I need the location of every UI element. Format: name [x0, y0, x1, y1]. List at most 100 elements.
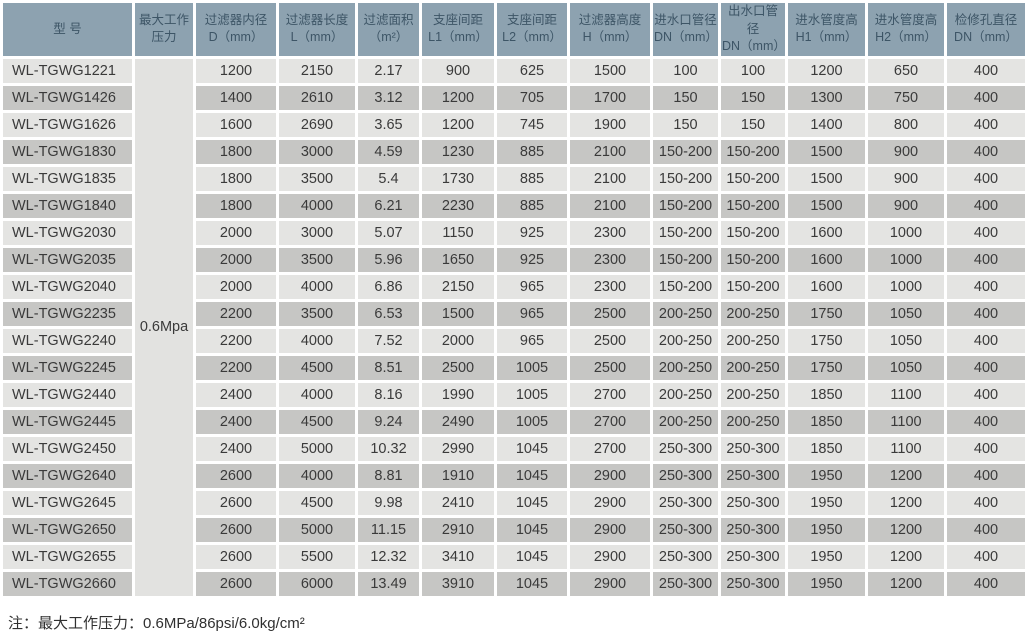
- value-cell: 650: [868, 58, 944, 83]
- table-body: WL-TGWG1221 0.6Mpa 1200 2150 2.17 900 625 1500 1…: [3, 58, 1025, 596]
- value-cell: 9.98: [358, 490, 419, 515]
- value-cell: 900: [868, 166, 944, 191]
- value-cell: 3500: [279, 301, 355, 326]
- value-cell: 150-200: [653, 139, 718, 164]
- header-label: 过滤器长度: [285, 12, 349, 27]
- value-cell: 1200: [868, 463, 944, 488]
- value-cell: 4500: [279, 490, 355, 515]
- header-label: 过滤面积: [363, 12, 414, 27]
- value-cell: 150: [653, 85, 718, 110]
- table-header-row: 型 号 最大工作 压力 过滤器内径 D（mm） 过滤器长度 L（mm） 过滤面积: [3, 3, 1025, 56]
- value-cell: 400: [947, 382, 1025, 407]
- header-label: 过滤器内径: [204, 12, 268, 27]
- value-cell: 4000: [279, 193, 355, 218]
- value-cell: 1100: [868, 436, 944, 461]
- model-cell: WL-TGWG1835: [3, 166, 132, 191]
- value-cell: 2410: [422, 490, 494, 515]
- value-cell: 250-300: [653, 436, 718, 461]
- column-header-manhole-diameter: 检修孔直径 DN（mm）: [947, 3, 1025, 56]
- value-cell: 1045: [497, 490, 567, 515]
- value-cell: 900: [868, 139, 944, 164]
- value-cell: 2600: [196, 571, 276, 596]
- model-cell: WL-TGWG1221: [3, 58, 132, 83]
- value-cell: 1990: [422, 382, 494, 407]
- value-cell: 4000: [279, 328, 355, 353]
- value-cell: 1950: [788, 517, 865, 542]
- value-cell: 885: [497, 139, 567, 164]
- value-cell: 9.24: [358, 409, 419, 434]
- table-row: WL-TGWG2445 2400 4500 9.24 2490 1005 2700 200-2…: [3, 409, 1025, 434]
- table-row: WL-TGWG2030 2000 3000 5.07 1150 925 2300 150-20…: [3, 220, 1025, 245]
- value-cell: 200-250: [721, 355, 785, 380]
- value-cell: 1050: [868, 301, 944, 326]
- value-cell: 2500: [570, 328, 650, 353]
- value-cell: 1910: [422, 463, 494, 488]
- value-cell: 2200: [196, 355, 276, 380]
- value-cell: 1600: [788, 247, 865, 272]
- value-cell: 1300: [788, 85, 865, 110]
- header-label: 出水口管径: [727, 4, 778, 36]
- value-cell: 1000: [868, 220, 944, 245]
- value-cell: 4500: [279, 409, 355, 434]
- model-cell: WL-TGWG1830: [3, 139, 132, 164]
- value-cell: 1750: [788, 301, 865, 326]
- table-row: WL-TGWG2660 2600 6000 13.49 3910 1045 2900 250-…: [3, 571, 1025, 596]
- value-cell: 400: [947, 274, 1025, 299]
- value-cell: 5000: [279, 517, 355, 542]
- value-cell: 1650: [422, 247, 494, 272]
- value-cell: 2230: [422, 193, 494, 218]
- value-cell: 1045: [497, 517, 567, 542]
- header-unit: DN（mm）: [954, 30, 1018, 45]
- value-cell: 1050: [868, 328, 944, 353]
- value-cell: 200-250: [721, 409, 785, 434]
- value-cell: 5.4: [358, 166, 419, 191]
- value-cell: 150-200: [721, 139, 785, 164]
- value-cell: 2700: [570, 409, 650, 434]
- value-cell: 1500: [788, 166, 865, 191]
- model-cell: WL-TGWG2660: [3, 571, 132, 596]
- value-cell: 8.51: [358, 355, 419, 380]
- value-cell: 400: [947, 490, 1025, 515]
- header-unit: H1（mm）: [795, 30, 858, 45]
- value-cell: 2400: [196, 436, 276, 461]
- value-cell: 2600: [196, 490, 276, 515]
- value-cell: 800: [868, 112, 944, 137]
- value-cell: 200-250: [721, 328, 785, 353]
- value-cell: 250-300: [653, 490, 718, 515]
- value-cell: 3500: [279, 247, 355, 272]
- value-cell: 150: [653, 112, 718, 137]
- value-cell: 1600: [788, 274, 865, 299]
- value-cell: 150-200: [721, 247, 785, 272]
- value-cell: 250-300: [721, 517, 785, 542]
- value-cell: 1200: [788, 58, 865, 83]
- value-cell: 1200: [422, 112, 494, 137]
- value-cell: 2600: [196, 544, 276, 569]
- value-cell: 1200: [422, 85, 494, 110]
- value-cell: 150-200: [653, 193, 718, 218]
- model-cell: WL-TGWG2030: [3, 220, 132, 245]
- value-cell: 400: [947, 463, 1025, 488]
- value-cell: 2990: [422, 436, 494, 461]
- value-cell: 150-200: [721, 166, 785, 191]
- value-cell: 925: [497, 220, 567, 245]
- value-cell: 400: [947, 517, 1025, 542]
- column-header-height: 过滤器高度 H（mm）: [570, 3, 650, 56]
- header-label: 进水口管径: [654, 12, 717, 27]
- table-row: WL-TGWG2645 2600 4500 9.98 2410 1045 2900 250-3…: [3, 490, 1025, 515]
- header-unit: （m²）: [368, 30, 409, 45]
- value-cell: 1045: [497, 436, 567, 461]
- column-header-inlet-pipe-height-h1: 进水管度高 H1（mm）: [788, 3, 865, 56]
- model-cell: WL-TGWG2445: [3, 409, 132, 434]
- value-cell: 12.32: [358, 544, 419, 569]
- value-cell: 2700: [570, 382, 650, 407]
- value-cell: 2400: [196, 382, 276, 407]
- value-cell: 250-300: [653, 544, 718, 569]
- value-cell: 1000: [868, 274, 944, 299]
- value-cell: 1500: [570, 58, 650, 83]
- value-cell: 200-250: [721, 382, 785, 407]
- value-cell: 150-200: [721, 220, 785, 245]
- value-cell: 1600: [788, 220, 865, 245]
- value-cell: 965: [497, 274, 567, 299]
- model-cell: WL-TGWG2040: [3, 274, 132, 299]
